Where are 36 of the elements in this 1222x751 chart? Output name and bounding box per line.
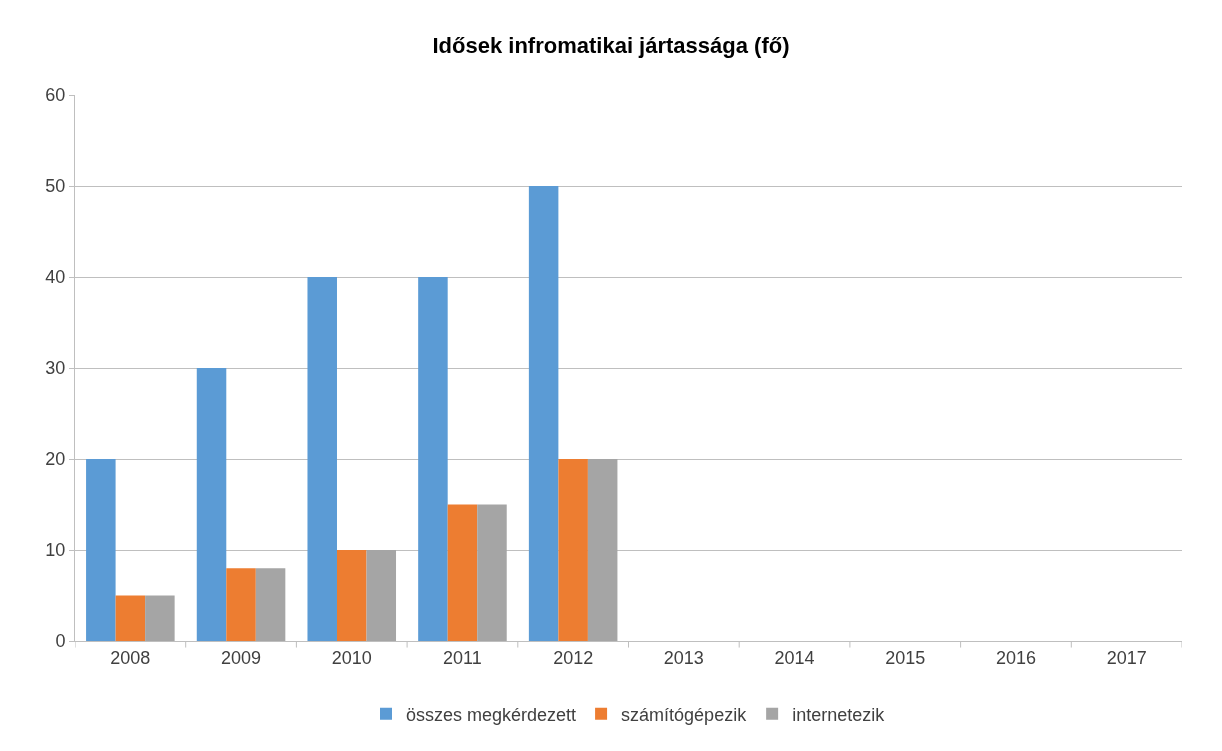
y-tick-label: 0	[55, 631, 66, 652]
bar	[477, 504, 507, 641]
y-tick-label: 40	[45, 267, 66, 288]
bar	[336, 550, 367, 641]
legend-label: internetezik	[792, 704, 886, 725]
y-tick-label: 30	[45, 358, 66, 379]
x-tick-label: 2013	[663, 647, 704, 668]
x-tick-label: 2011	[443, 647, 482, 668]
x-tick-label: 2016	[995, 647, 1036, 668]
x-tick-label: 2008	[110, 647, 151, 668]
chart-title: Idősek infromatikai jártassága (fő)	[432, 32, 790, 58]
y-tick-label: 50	[45, 176, 66, 197]
bar	[528, 186, 559, 641]
y-tick-label: 10	[45, 540, 66, 561]
x-tick-label: 2012	[553, 647, 594, 668]
bar	[145, 595, 175, 641]
bar	[255, 568, 286, 641]
bar	[86, 459, 116, 641]
bar	[196, 368, 227, 641]
bar	[558, 459, 588, 641]
bar	[447, 504, 478, 641]
bar	[587, 459, 618, 641]
y-tick-label: 60	[45, 85, 66, 106]
bar	[115, 595, 146, 641]
x-tick-label: 2010	[331, 647, 372, 668]
x-tick-label: 2017	[1106, 647, 1147, 668]
legend-label: számítógépezik	[621, 704, 748, 725]
bar	[307, 277, 337, 641]
bar	[366, 550, 397, 641]
x-tick-label: 2014	[774, 647, 815, 668]
y-tick-label: 20	[45, 449, 66, 470]
legend-label: összes megkérdezett	[406, 704, 577, 725]
x-tick-label: 2009	[221, 647, 262, 668]
x-tick-label: 2015	[885, 647, 926, 668]
bar	[418, 277, 448, 641]
bar	[226, 568, 256, 641]
